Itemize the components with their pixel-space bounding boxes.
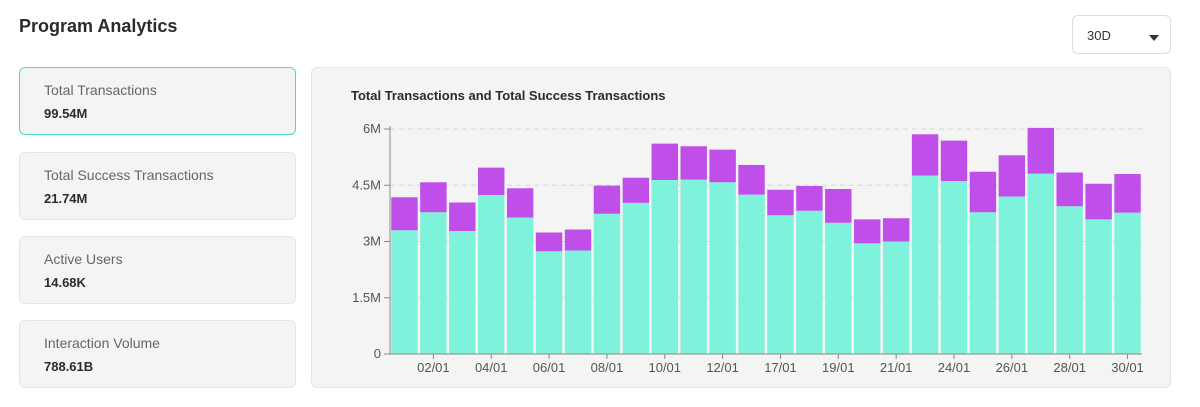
y-tick-label: 4.5M (352, 177, 381, 192)
stat-label: Total Transactions (44, 82, 157, 98)
bar-success (796, 210, 823, 354)
x-tick-label: 28/01 (1053, 360, 1086, 375)
bar-success (767, 215, 794, 354)
bar-failed (882, 218, 910, 242)
stat-card-active-users[interactable]: Active Users 14.68K (19, 236, 296, 304)
bar-success (535, 251, 563, 354)
bar-success (738, 194, 765, 354)
bar-success (506, 217, 534, 354)
bar-success (593, 213, 621, 354)
bar-failed (911, 134, 939, 176)
x-tick-label: 30/01 (1111, 360, 1144, 375)
bar-failed (449, 202, 476, 231)
stat-label: Interaction Volume (44, 335, 160, 351)
bar-success (709, 182, 736, 354)
bar-failed (651, 143, 678, 180)
page-title: Program Analytics (19, 16, 178, 36)
bar-success (940, 181, 968, 354)
x-tick-label: 02/01 (417, 360, 450, 375)
chevron-down-icon (1149, 35, 1159, 41)
bar-failed (680, 146, 707, 180)
bar-success (1027, 173, 1054, 354)
bar-failed (506, 188, 534, 218)
bar-failed (1114, 174, 1141, 213)
bar-failed (854, 219, 881, 244)
bar-failed (1027, 127, 1054, 174)
stat-card-total-success-transactions[interactable]: Total Success Transactions 21.74M (19, 152, 296, 220)
bar-success (1114, 212, 1141, 354)
chart-panel: Total Transactions and Total Success Tra… (311, 67, 1171, 388)
x-tick-label: 10/01 (648, 360, 681, 375)
x-tick-label: 21/01 (880, 360, 913, 375)
range-select-value: 30D (1087, 28, 1111, 43)
bar-failed (593, 185, 621, 214)
bar-failed (767, 189, 794, 216)
bar-success (969, 212, 997, 354)
bar-success (680, 179, 707, 354)
y-tick-label: 1.5M (352, 290, 381, 305)
x-tick-label: 19/01 (822, 360, 855, 375)
bar-success (420, 212, 447, 354)
y-tick-label: 0 (374, 346, 381, 361)
bar-failed (796, 186, 823, 211)
stat-value: 788.61B (44, 359, 94, 374)
bar-failed (738, 165, 765, 195)
x-tick-label: 17/01 (764, 360, 797, 375)
stat-label: Total Success Transactions (44, 167, 214, 183)
bar-failed (969, 171, 997, 213)
x-tick-label: 12/01 (706, 360, 739, 375)
bar-success (1085, 219, 1112, 354)
stat-card-total-transactions[interactable]: Total Transactions 99.54M (19, 67, 296, 135)
stat-value: 14.68K (44, 275, 86, 290)
bar-success (882, 241, 910, 354)
bar-success (622, 202, 650, 354)
bar-success (825, 222, 852, 354)
chart-title: Total Transactions and Total Success Tra… (351, 88, 666, 103)
bar-failed (391, 197, 418, 231)
bar-failed (535, 232, 563, 252)
bar-failed (825, 189, 852, 223)
bar-success (391, 230, 418, 354)
x-tick-label: 26/01 (996, 360, 1029, 375)
bar-success (651, 180, 678, 354)
bar-failed (622, 177, 650, 203)
y-tick-label: 3M (363, 234, 381, 249)
bar-success (911, 175, 939, 354)
bar-success (478, 195, 505, 354)
x-tick-label: 06/01 (533, 360, 566, 375)
stat-value: 99.54M (44, 106, 88, 121)
stat-value: 21.74M (44, 191, 88, 206)
bar-failed (564, 229, 592, 251)
y-tick-label: 6M (363, 121, 381, 136)
range-select[interactable]: 30D (1072, 15, 1171, 54)
bar-success (1056, 206, 1083, 354)
bar-success (998, 196, 1026, 354)
stat-card-interaction-volume[interactable]: Interaction Volume 788.61B (19, 320, 296, 388)
bar-success (854, 243, 881, 354)
bar-failed (709, 149, 736, 183)
bar-success (449, 231, 476, 354)
x-tick-label: 08/01 (591, 360, 624, 375)
bar-failed (478, 167, 505, 195)
bar-failed (420, 182, 447, 213)
bar-failed (998, 155, 1026, 197)
stat-label: Active Users (44, 251, 123, 267)
stacked-bar-chart: 0 1.5M 3M 4.5M 6M 02/01 04/01 06/01 08/01 10/01 12… (352, 121, 1144, 375)
bar-failed (940, 140, 968, 182)
bar-failed (1056, 172, 1083, 207)
x-tick-label: 24/01 (938, 360, 971, 375)
x-tick-label: 04/01 (475, 360, 508, 375)
bar-failed (1085, 183, 1112, 220)
bar-success (564, 250, 592, 354)
